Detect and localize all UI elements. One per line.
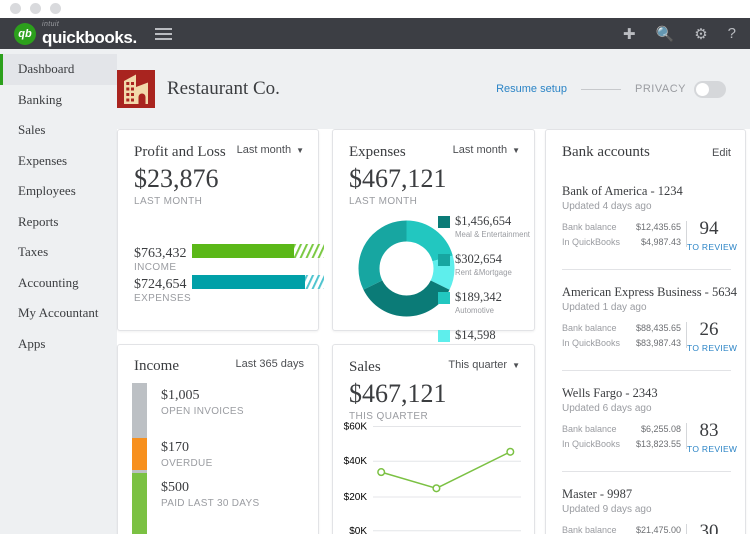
svg-text:$60K: $60K [344,422,368,433]
svg-text:$0K: $0K [349,526,367,534]
svg-text:$20K: $20K [344,492,368,503]
svg-text:$40K: $40K [344,456,368,467]
